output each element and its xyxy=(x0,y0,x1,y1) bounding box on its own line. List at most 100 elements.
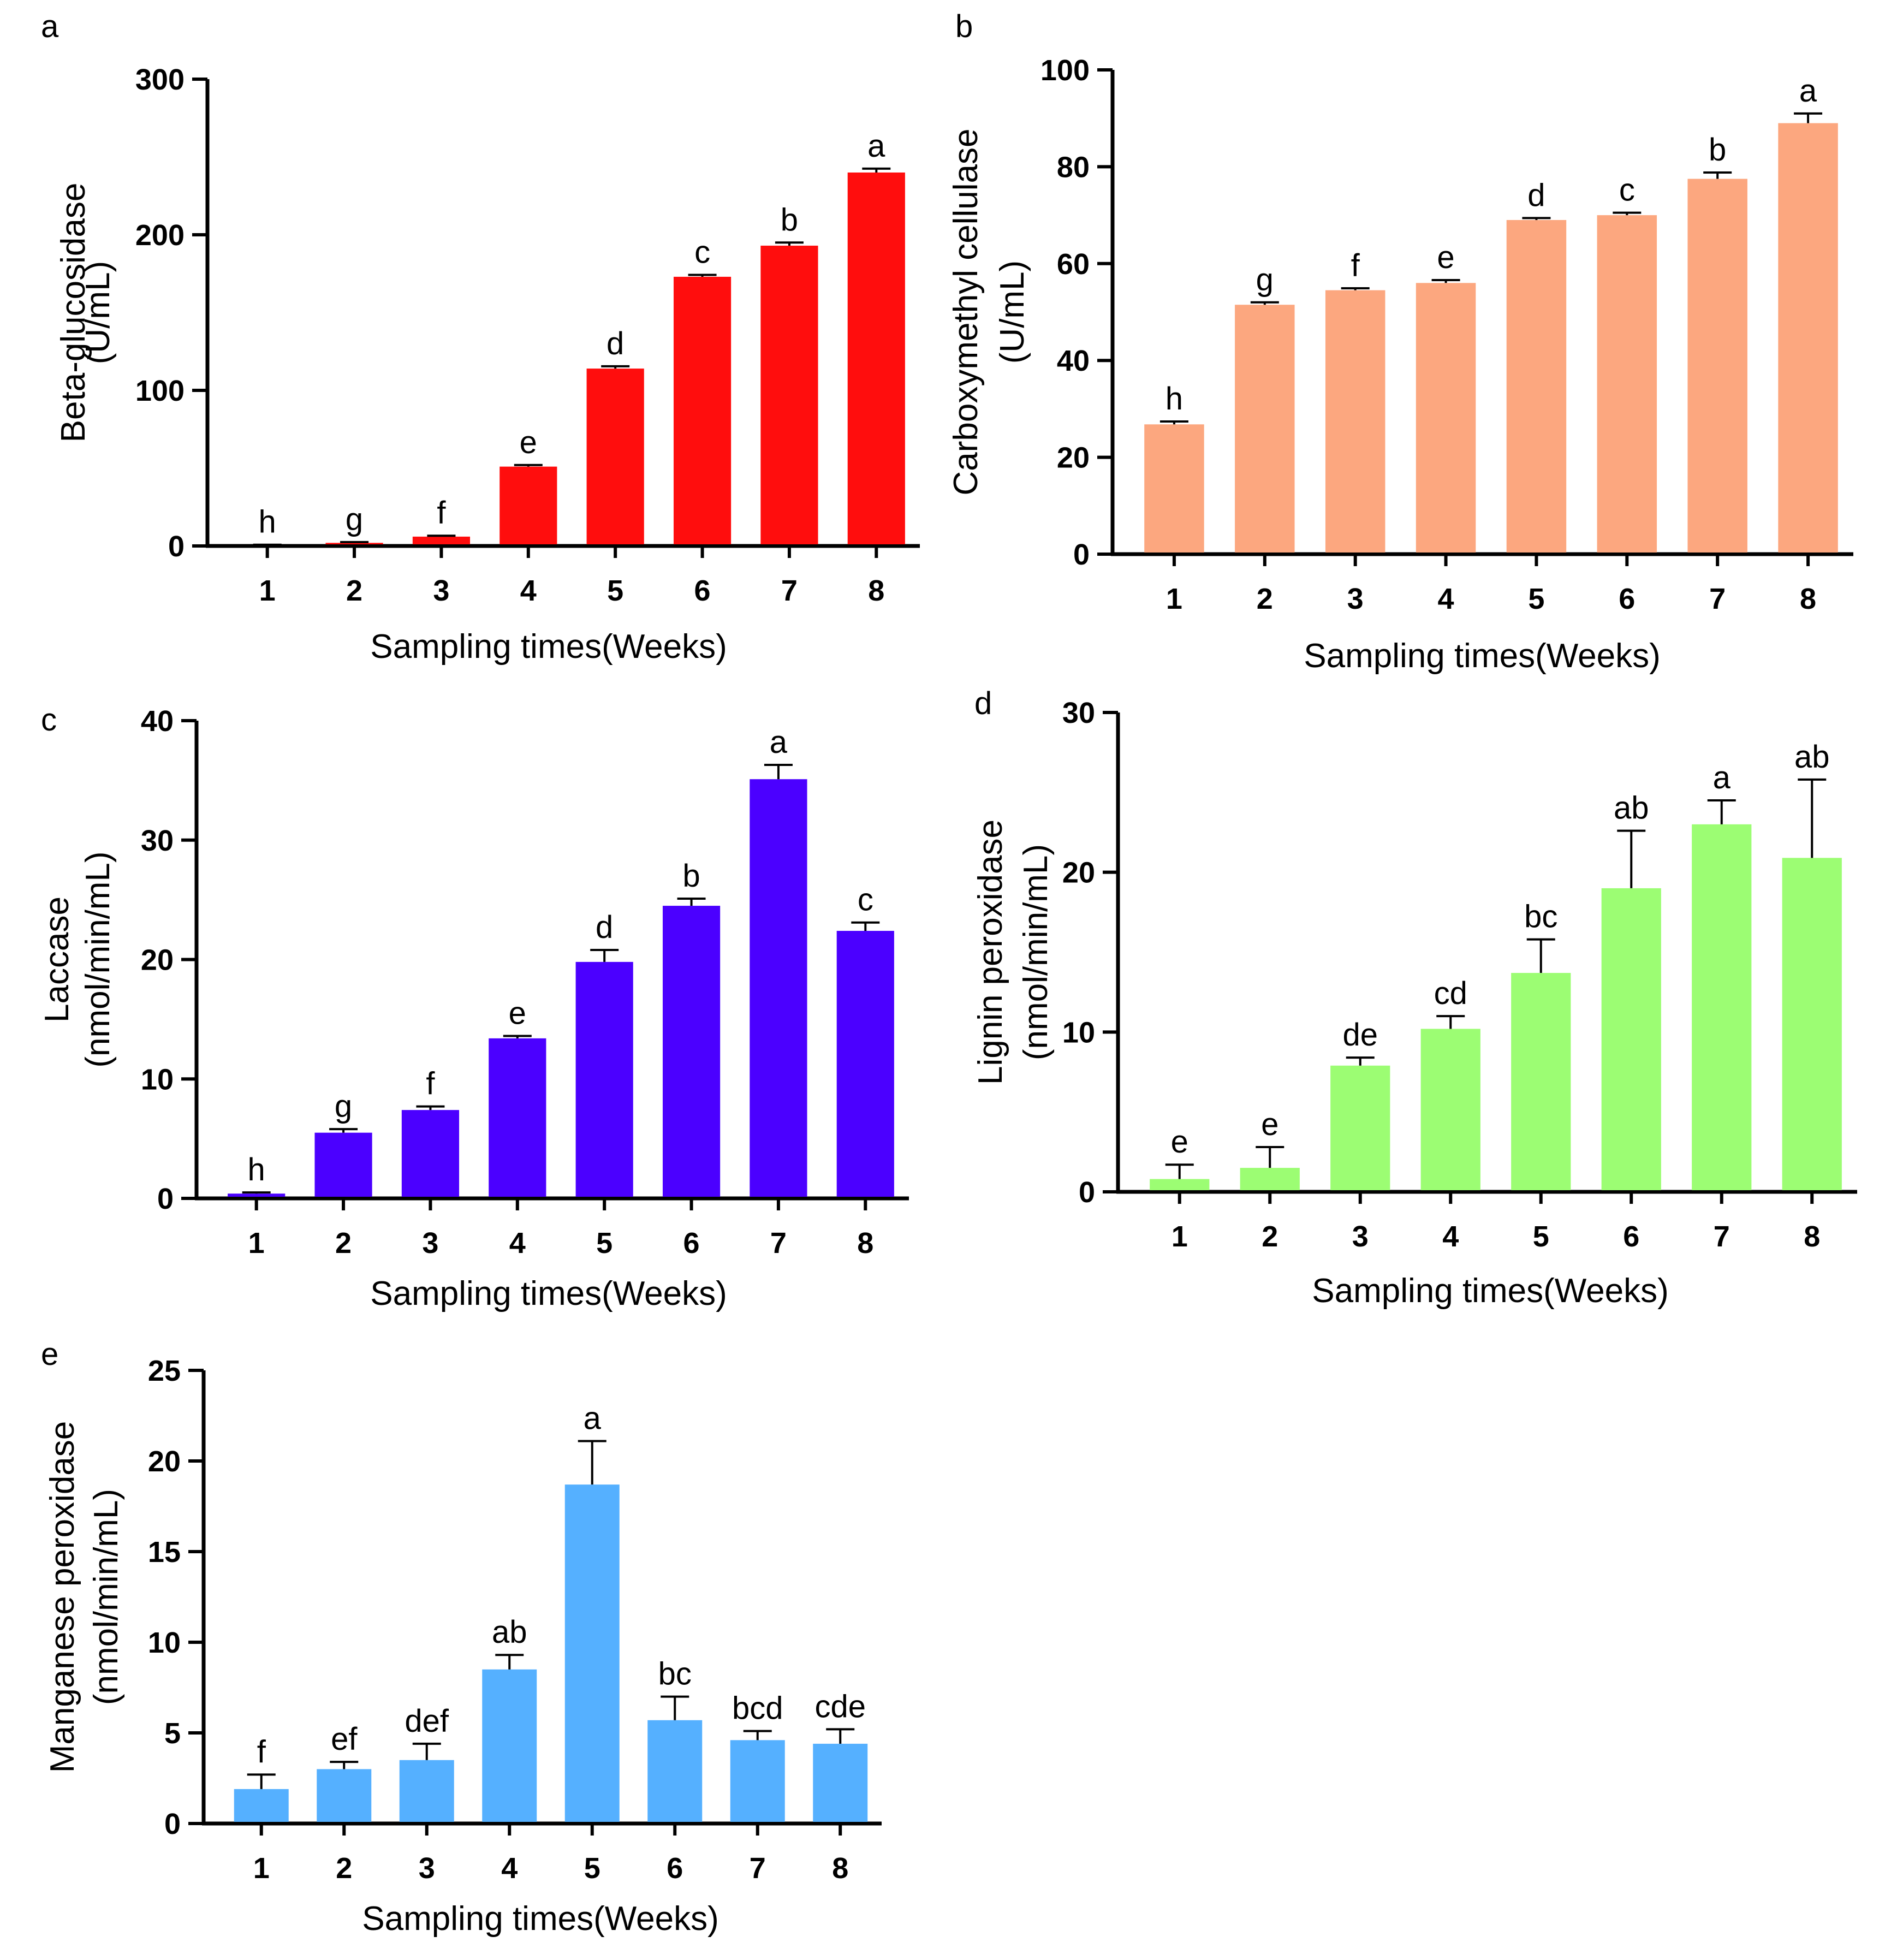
significance-letter: e xyxy=(1171,1124,1188,1160)
significance-letter: ab xyxy=(1794,739,1830,775)
x-tick-label: 4 xyxy=(1442,1220,1459,1253)
x-tick-label: 5 xyxy=(596,1227,613,1260)
y-tick-label: 10 xyxy=(148,1626,181,1659)
bar-week-6 xyxy=(1602,888,1661,1190)
bar-week-6 xyxy=(1597,215,1657,553)
bar-week-7 xyxy=(760,246,818,544)
y-tick-label: 100 xyxy=(1040,54,1090,87)
significance-letter: def xyxy=(405,1703,449,1739)
x-tick-label: 7 xyxy=(1714,1220,1730,1253)
y-tick-label: 5 xyxy=(164,1717,181,1750)
significance-letter: d xyxy=(1527,177,1545,213)
significance-letter: c xyxy=(694,235,710,270)
x-tick-label: 6 xyxy=(683,1227,700,1260)
y-tick-label: 60 xyxy=(1057,248,1090,281)
bar-week-7 xyxy=(1687,179,1747,553)
significance-letter: ab xyxy=(492,1614,527,1650)
y-tick-label: 0 xyxy=(1079,1176,1095,1209)
x-tick-label: 5 xyxy=(1533,1220,1549,1253)
x-tick-label: 1 xyxy=(1172,1220,1188,1253)
panel-d: d 0 10 20 30 e 1 e 2 de 3 cd 4 bc 5 ab 6 a 7 ab 8 Sampling ti… xyxy=(972,686,1857,1310)
x-tick-label: 8 xyxy=(857,1227,873,1260)
x-tick-label: 3 xyxy=(1352,1220,1369,1253)
bar-week-4 xyxy=(1421,1029,1480,1190)
significance-letter: d xyxy=(606,326,624,361)
significance-letter: a xyxy=(1799,73,1817,109)
x-tick-label: 6 xyxy=(1623,1220,1639,1253)
significance-letter: h xyxy=(1165,381,1183,417)
significance-letter: b xyxy=(1709,132,1726,168)
panel-letter-e: e xyxy=(41,1337,58,1372)
y-tick-label: 100 xyxy=(135,375,185,407)
x-tick-label: 6 xyxy=(667,1852,683,1885)
x-tick-label: 1 xyxy=(248,1227,265,1260)
bar-week-6 xyxy=(647,1720,702,1822)
significance-letter: c xyxy=(858,882,873,918)
significance-letter: e xyxy=(1437,240,1454,275)
bar-week-8 xyxy=(813,1744,867,1822)
x-tick-label: 3 xyxy=(433,574,449,607)
y-tick-label: 0 xyxy=(157,1183,174,1215)
bar-week-7 xyxy=(730,1740,785,1822)
x-tick-label: 7 xyxy=(750,1852,766,1885)
x-tick-label: 8 xyxy=(1804,1220,1820,1253)
bar-week-6 xyxy=(663,906,720,1197)
significance-letter: cd xyxy=(1434,976,1467,1011)
x-tick-label: 4 xyxy=(509,1227,526,1260)
bar-week-8 xyxy=(837,931,894,1197)
significance-letter: bcd xyxy=(732,1691,783,1726)
y-tick-label: 25 xyxy=(148,1355,181,1387)
bar-week-6 xyxy=(674,277,731,544)
bar-week-4 xyxy=(489,1038,546,1197)
x-tick-label: 4 xyxy=(520,574,537,607)
x-tick-label: 5 xyxy=(1528,583,1544,615)
bar-week-5 xyxy=(565,1484,620,1822)
significance-letter: ef xyxy=(331,1721,358,1757)
significance-letter: b xyxy=(682,858,700,894)
significance-letter: h xyxy=(259,504,276,540)
y-tick-label: 0 xyxy=(1073,538,1090,571)
x-tick-label: 8 xyxy=(868,574,884,607)
bar-week-4 xyxy=(1416,283,1476,553)
panel-letter-a: a xyxy=(41,9,59,44)
bar-week-3 xyxy=(1330,1066,1390,1190)
bar-week-2 xyxy=(1235,305,1294,553)
significance-letter: f xyxy=(437,495,446,531)
significance-letter: f xyxy=(426,1066,435,1102)
bar-week-3 xyxy=(400,1760,454,1822)
significance-letter: cde xyxy=(814,1689,866,1724)
significance-letter: b xyxy=(781,202,798,237)
y-tick-label: 20 xyxy=(141,944,174,977)
bar-week-5 xyxy=(1511,973,1571,1190)
x-tick-label: 5 xyxy=(584,1852,600,1885)
significance-letter: f xyxy=(1351,248,1360,283)
x-tick-label: 8 xyxy=(1800,583,1816,615)
x-tick-label: 5 xyxy=(607,574,623,607)
significance-letter: ab xyxy=(1614,791,1649,826)
x-tick-label: 2 xyxy=(1262,1220,1278,1253)
significance-letter: d xyxy=(596,910,613,945)
y-tick-label: 0 xyxy=(164,1808,181,1840)
y-axis-title: (U/mL) xyxy=(79,261,117,364)
bar-week-5 xyxy=(587,369,644,544)
x-tick-label: 6 xyxy=(1619,583,1635,615)
panel-letter-c: c xyxy=(41,702,57,738)
bar-week-8 xyxy=(1778,123,1838,553)
x-tick-label: 7 xyxy=(770,1227,787,1260)
figure: a0100200300h1g2f3e4d5c6b7a8Sampling time… xyxy=(0,0,1891,1960)
y-tick-label: 30 xyxy=(141,824,174,857)
x-tick-label: 4 xyxy=(501,1852,518,1885)
y-axis-title: Carboxymethyl cellulase xyxy=(947,129,985,496)
x-axis-title: Sampling times(Weeks) xyxy=(370,628,727,666)
x-axis-title: Sampling times(Weeks) xyxy=(370,1275,727,1312)
bar-week-3 xyxy=(1325,290,1385,553)
y-tick-label: 15 xyxy=(148,1536,181,1569)
y-axis-title: Lignin peroxidase xyxy=(972,819,1009,1085)
y-tick-label: 40 xyxy=(141,705,174,738)
bar-week-3 xyxy=(413,537,470,544)
bar-week-2 xyxy=(317,1769,371,1822)
bar-week-4 xyxy=(482,1670,537,1822)
significance-letter: e xyxy=(509,996,526,1031)
y-tick-label: 40 xyxy=(1057,345,1090,377)
y-axis-title: (nmol/min/mL) xyxy=(87,1489,125,1705)
